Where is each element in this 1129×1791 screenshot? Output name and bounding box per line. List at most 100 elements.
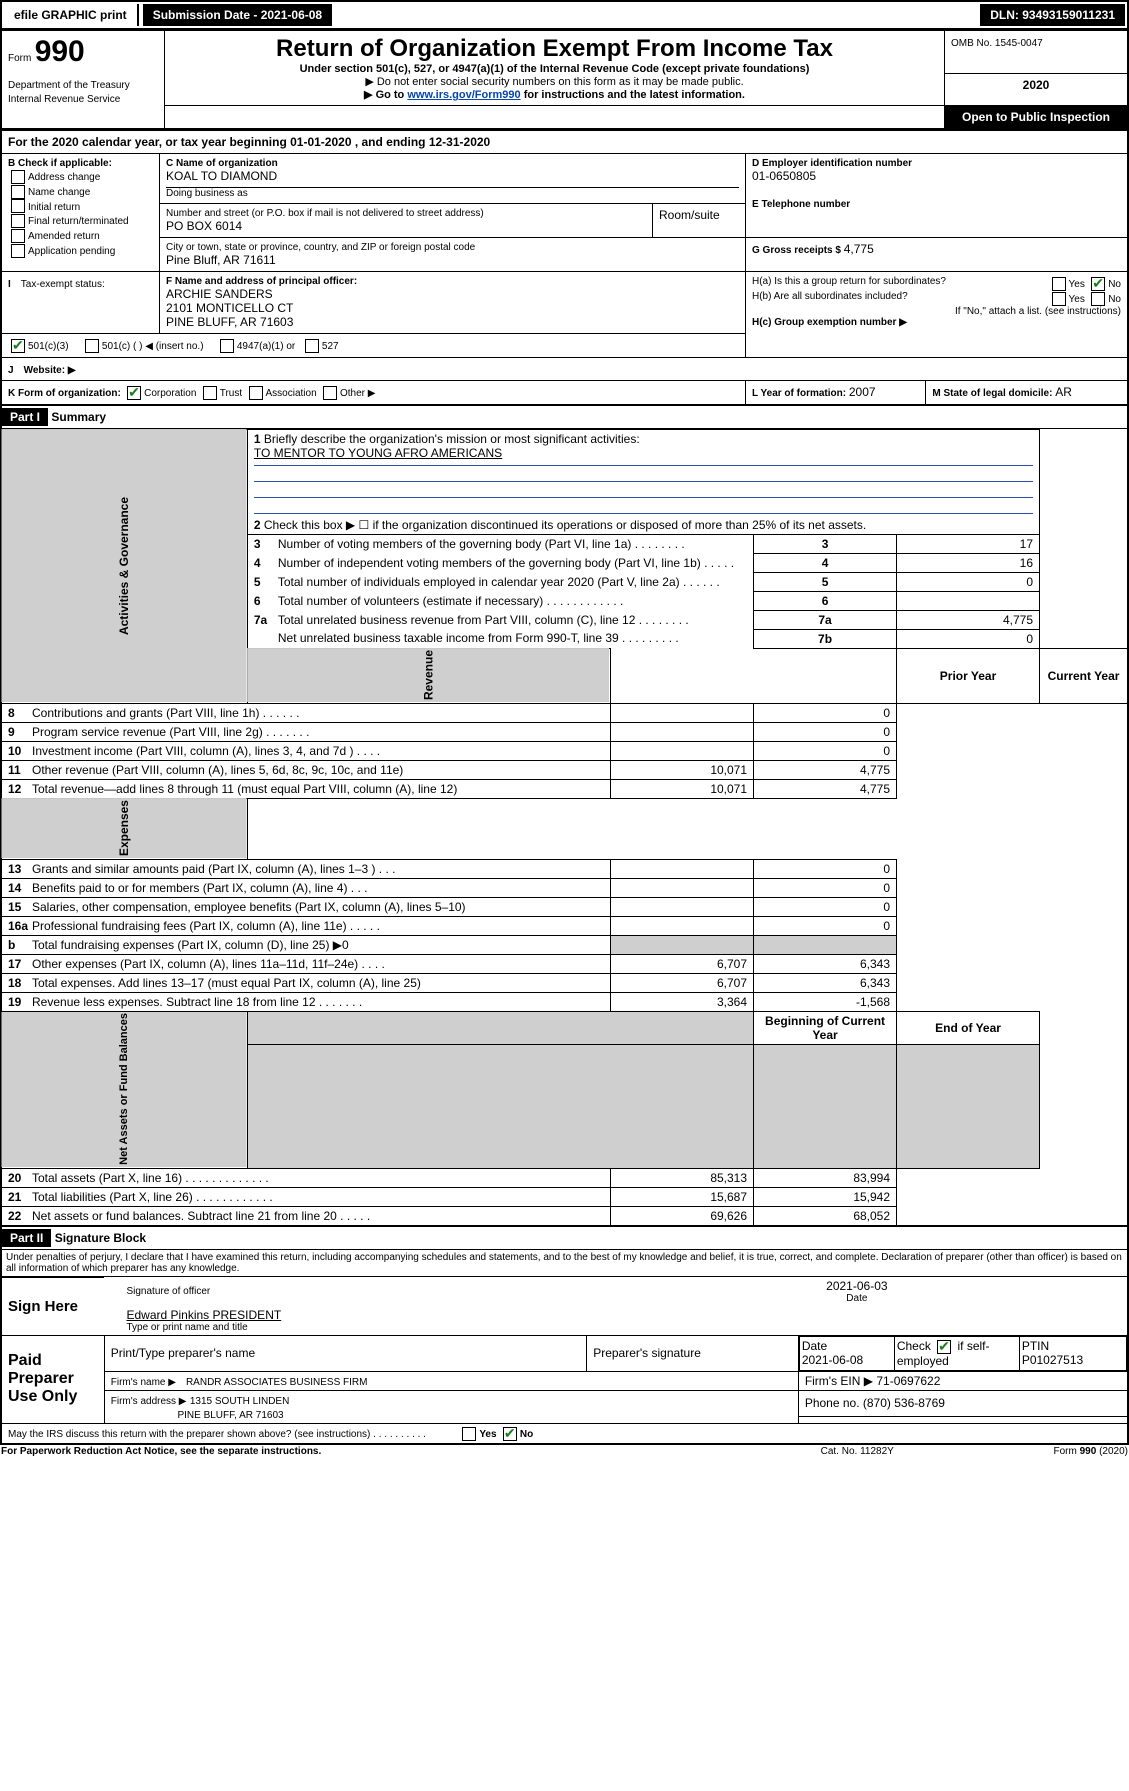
- part2-title: Signature Block: [55, 1231, 146, 1245]
- box-d-e: D Employer identification number 01-0650…: [746, 154, 1129, 238]
- addr-cell: Number and street (or P.O. box if mail i…: [160, 204, 653, 238]
- box-i: I Tax-exempt status:: [1, 272, 160, 334]
- pp-self-employed[interactable]: Check if self-employed: [897, 1339, 990, 1368]
- part1-header: Part I: [2, 408, 48, 426]
- hc-label: H(c) Group exemption number ▶: [752, 317, 1121, 328]
- chk-final-return[interactable]: Final return/terminated: [8, 213, 153, 228]
- ha-no-checkbox[interactable]: [1091, 277, 1105, 291]
- chk-initial-return[interactable]: Initial return: [8, 199, 153, 214]
- dept-label: Department of the Treasury Internal Reve…: [8, 80, 130, 105]
- pp-date-label: Date: [802, 1339, 827, 1353]
- discuss-yes-checkbox[interactable]: [462, 1427, 476, 1441]
- pp-sig-label: Preparer's signature: [587, 1336, 799, 1372]
- form-note2: ▶ Go to www.irs.gov/Form990 for instruct…: [171, 88, 938, 101]
- chk-trust[interactable]: [203, 386, 217, 400]
- firm-addr-cell: Firm's address ▶ 1315 SOUTH LINDEN PINE …: [104, 1390, 798, 1423]
- chk-address-change[interactable]: Address change: [8, 169, 153, 184]
- vert-label-netassets: Net Assets or Fund Balances: [1, 1011, 247, 1168]
- sig-date-value: 2021-06-03: [593, 1279, 1121, 1293]
- sig-officer-label: Signature of officer: [126, 1286, 580, 1297]
- gross-label: G Gross receipts $: [752, 245, 844, 256]
- box-k: K Form of organization: Corporation Trus…: [1, 380, 746, 404]
- sign-here-label: Sign Here: [1, 1277, 104, 1336]
- chk-501c3[interactable]: [11, 339, 25, 353]
- ha-yes-checkbox[interactable]: [1052, 277, 1066, 291]
- part2-header-row: Part II Signature Block: [0, 1227, 1129, 1250]
- form-label: Form: [8, 53, 31, 64]
- chk-application-pending[interactable]: Application pending: [8, 243, 153, 258]
- chk-4947[interactable]: [220, 339, 234, 353]
- part2-header: Part II: [2, 1229, 51, 1247]
- col-current-year: Current Year: [1040, 648, 1128, 703]
- firm-addr2: PINE BLUFF, AR 71603: [177, 1410, 283, 1421]
- mission-text: TO MENTOR TO YOUNG AFRO AMERICANS: [254, 446, 502, 460]
- nab-line-22: 22Net assets or fund balances. Subtract …: [1, 1206, 1128, 1226]
- top-bar: efile GRAPHIC print Submission Date - 20…: [0, 0, 1129, 30]
- chk-name-change[interactable]: Name change: [8, 184, 153, 199]
- discuss-no-checkbox[interactable]: [503, 1427, 517, 1441]
- chk-501c[interactable]: [85, 339, 99, 353]
- phone-cell: Phone no. (870) 536-8769: [798, 1390, 1128, 1416]
- box-l: L Year of formation: 2007: [746, 380, 926, 404]
- dln-label: DLN: 93493159011231: [980, 4, 1125, 26]
- line1-label: Briefly describe the organization's miss…: [264, 432, 640, 446]
- submission-date: Submission Date - 2021-06-08: [143, 4, 332, 26]
- chk-amended-return[interactable]: Amended return: [8, 228, 153, 243]
- hb-yes-checkbox[interactable]: [1052, 292, 1066, 306]
- ein-value: 01-0650805: [752, 169, 1121, 183]
- chk-527[interactable]: [305, 339, 319, 353]
- exp-line-16a: 16aProfessional fundraising fees (Part I…: [1, 916, 1128, 935]
- vert-label-expenses: Expenses: [1, 798, 247, 859]
- exp-line-17: 17Other expenses (Part IX, column (A), l…: [1, 954, 1128, 973]
- part1-table: Activities & Governance 1 Briefly descri…: [0, 429, 1129, 1227]
- omb-number: OMB No. 1545-0047: [951, 38, 1043, 49]
- chk-association[interactable]: [249, 386, 263, 400]
- form-note1: ▶ Do not enter social security numbers o…: [171, 75, 938, 88]
- hb-note: If "No," attach a list. (see instruction…: [752, 306, 1121, 317]
- col-begin-year: Beginning of Current Year: [754, 1011, 897, 1044]
- box-c: C Name of organization KOAL TO DIAMOND D…: [160, 154, 746, 204]
- discuss-row: May the IRS discuss this return with the…: [1, 1423, 1128, 1443]
- dept-cell: Department of the Treasury Internal Reve…: [1, 73, 165, 129]
- box-f: F Name and address of principal officer:…: [160, 272, 746, 334]
- form-title-cell: Return of Organization Exempt From Incom…: [165, 31, 945, 106]
- phone-label: E Telephone number: [752, 199, 1121, 210]
- website-label: Website: ▶: [24, 365, 76, 376]
- exp-line-14: 14Benefits paid to or for members (Part …: [1, 878, 1128, 897]
- city-cell: City or town, state or province, country…: [160, 238, 746, 272]
- box-f-label: F Name and address of principal officer:: [166, 276, 739, 287]
- omb-cell: OMB No. 1545-0047: [945, 31, 1129, 74]
- tax-exempt-label: Tax-exempt status:: [21, 279, 105, 290]
- footer-row: For Paperwork Reduction Act Notice, see …: [0, 1445, 1129, 1458]
- irs-link[interactable]: www.irs.gov/Form990: [407, 89, 520, 101]
- nab-line-21: 21Total liabilities (Part X, line 26) . …: [1, 1187, 1128, 1206]
- addr-label: Number and street (or P.O. box if mail i…: [166, 208, 646, 219]
- state-domicile: AR: [1055, 385, 1072, 399]
- open-inspection: Open to Public Inspection: [945, 106, 1129, 130]
- rev-line-10: 10Investment income (Part VIII, column (…: [1, 741, 1128, 760]
- col-prior-year: Prior Year: [897, 648, 1040, 703]
- box-h: H(a) Is this a group return for subordin…: [746, 272, 1129, 358]
- form-number-cell: Form 990: [1, 31, 165, 74]
- part1-header-row: Part I Summary: [0, 406, 1129, 429]
- officer-city: PINE BLUFF, AR 71603: [166, 315, 739, 329]
- typed-name: Edward Pinkins PRESIDENT: [126, 1308, 1121, 1322]
- chk-other[interactable]: [323, 386, 337, 400]
- pp-date-value: 2021-06-08: [802, 1353, 863, 1367]
- efile-label: efile GRAPHIC print: [4, 4, 139, 26]
- hb-no-checkbox[interactable]: [1091, 292, 1105, 306]
- box-b: B Check if applicable: Address change Na…: [1, 154, 160, 272]
- line2-cell: 2 Check this box ▶ ☐ if the organization…: [247, 516, 1039, 535]
- pp-name-label: Print/Type preparer's name: [104, 1336, 586, 1372]
- declaration-text: Under penalties of perjury, I declare th…: [0, 1250, 1129, 1277]
- box-g: G Gross receipts $ 4,775: [746, 238, 1129, 272]
- footer-left: For Paperwork Reduction Act Notice, see …: [0, 1445, 768, 1458]
- exp-line-13: 13Grants and similar amounts paid (Part …: [1, 859, 1128, 878]
- gross-value: 4,775: [844, 242, 874, 256]
- box-k-label: K Form of organization:: [8, 388, 121, 399]
- footer-mid: Cat. No. 11282Y: [768, 1445, 947, 1458]
- nab-line-20: 20Total assets (Part X, line 16) . . . .…: [1, 1168, 1128, 1187]
- firm-addr1: 1315 SOUTH LINDEN: [190, 1396, 289, 1407]
- typed-label: Type or print name and title: [126, 1322, 1121, 1333]
- chk-corporation[interactable]: [127, 386, 141, 400]
